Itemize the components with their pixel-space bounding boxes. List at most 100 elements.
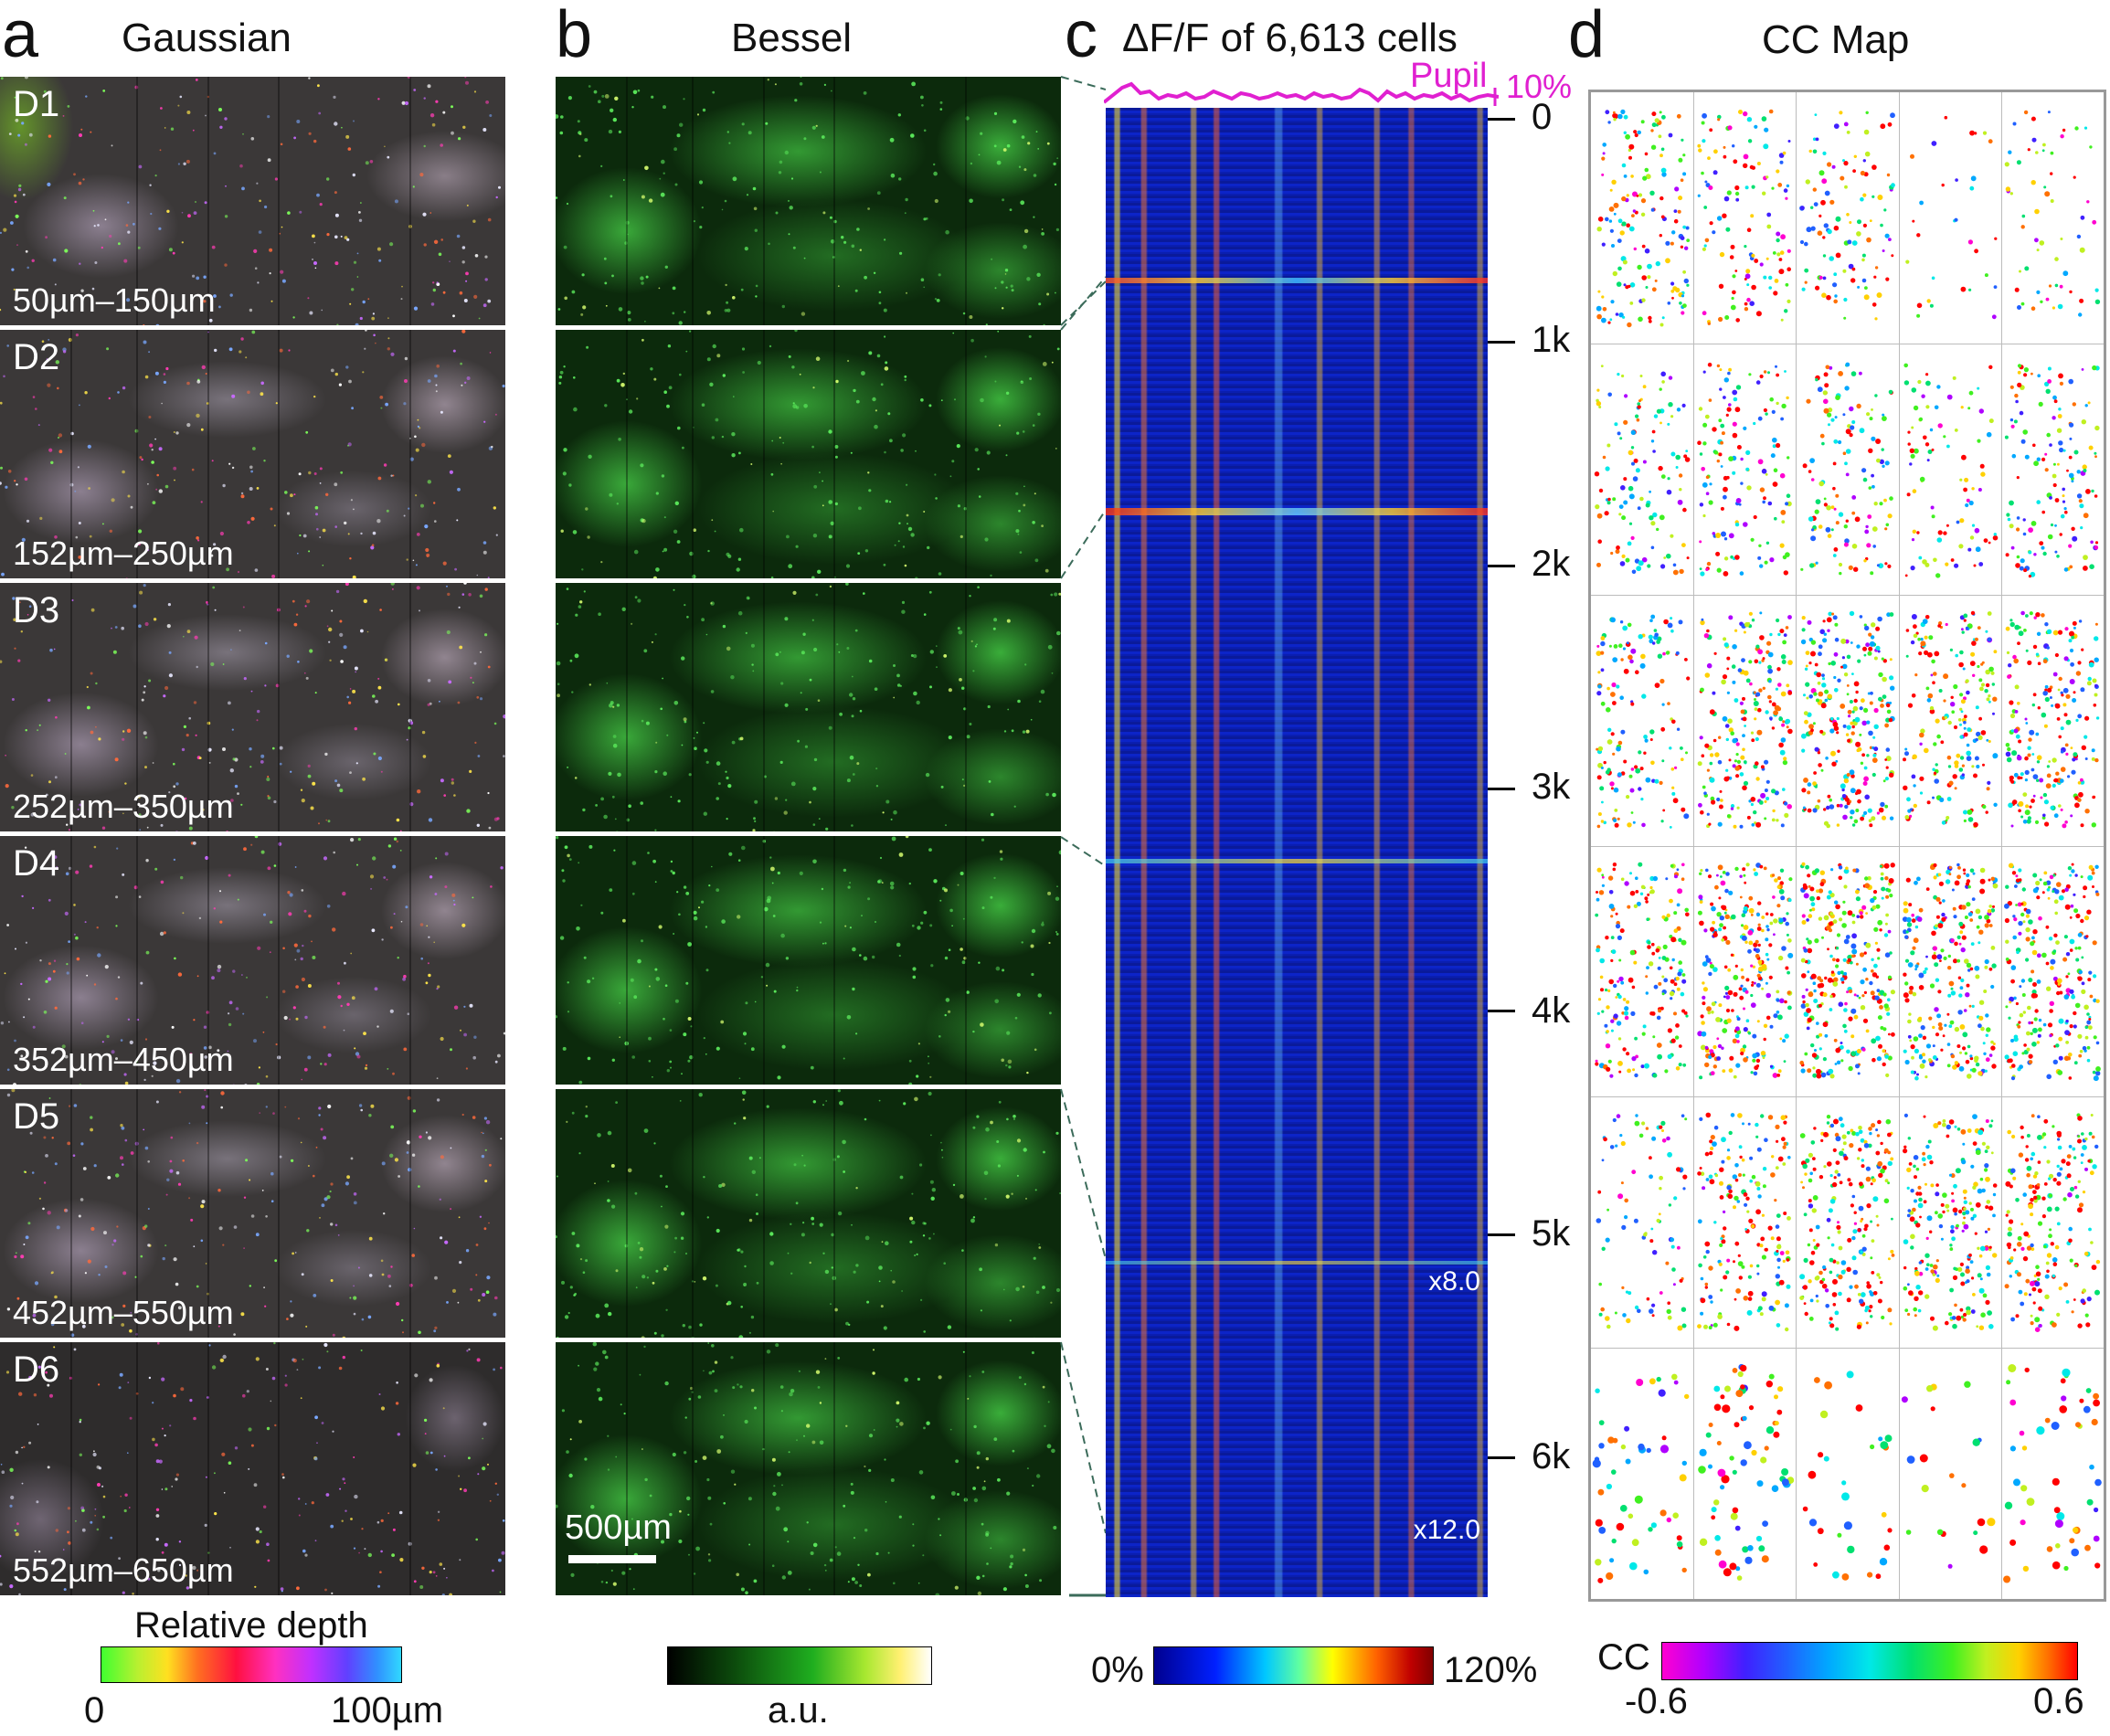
cc-cell-dot bbox=[1864, 1223, 1869, 1229]
cc-cell-dot bbox=[1799, 1133, 1806, 1138]
cc-cell-dot bbox=[1926, 1263, 1930, 1266]
cc-cell-dot bbox=[1641, 275, 1647, 281]
cc-cell-dot bbox=[2041, 613, 2045, 618]
cc-cell-dot bbox=[2085, 935, 2089, 938]
cc-cell-dot bbox=[2095, 716, 2100, 720]
cc-cell-dot bbox=[1746, 117, 1753, 122]
cc-cell-dot bbox=[1708, 500, 1713, 505]
cc-cell-dot bbox=[1713, 1125, 1719, 1130]
cc-cell-dot bbox=[1866, 1284, 1871, 1289]
cc-cell-dot bbox=[2034, 820, 2040, 825]
cc-cell-dot bbox=[1732, 680, 1736, 684]
cc-cell-dot bbox=[1651, 287, 1657, 292]
cc-cell-dot bbox=[1963, 613, 1968, 619]
cc-cell-dot bbox=[1702, 981, 1705, 985]
cc-cell-dot bbox=[1723, 196, 1730, 202]
cc-cell-dot bbox=[1988, 139, 1993, 144]
cc-cell-dot bbox=[2020, 1301, 2025, 1307]
cc-cell-dot bbox=[1857, 1293, 1861, 1297]
cc-cell-dot bbox=[2010, 1076, 2016, 1081]
cc-cell-dot bbox=[1649, 1308, 1654, 1314]
cc-cell-dot bbox=[1678, 960, 1682, 965]
cc-cell-dot bbox=[1910, 1245, 1914, 1250]
cc-cell-dot bbox=[1885, 523, 1890, 527]
cc-cell-dot bbox=[1880, 1441, 1889, 1449]
cc-cell-dot bbox=[1960, 1315, 1965, 1319]
cc-cell-dot bbox=[1649, 1174, 1653, 1180]
cc-cell-dot bbox=[1753, 947, 1757, 952]
cc-cell-dot bbox=[2090, 1114, 2094, 1117]
cc-cell-dot bbox=[1845, 472, 1850, 477]
cc-cell-dot bbox=[1606, 501, 1611, 505]
cc-cell-dot bbox=[2077, 932, 2083, 937]
cc-cell-dot bbox=[1871, 772, 1876, 778]
cc-cell-dot bbox=[2046, 1253, 2052, 1258]
cc-cell-dot bbox=[1841, 1148, 1845, 1151]
cc-cell-dot bbox=[1768, 109, 1774, 114]
cc-cell-dot bbox=[2047, 366, 2052, 371]
cc-cell-dot bbox=[1629, 949, 1636, 956]
cc-cell-dot bbox=[1977, 488, 1982, 492]
cc-cell-dot bbox=[1598, 488, 1604, 493]
cc-cell-dot bbox=[1917, 1185, 1922, 1190]
cc-cell-dot bbox=[1601, 884, 1605, 887]
cc-cell-dot bbox=[2091, 1135, 2095, 1139]
range-label-d6: 552µm–650µm bbox=[13, 1551, 234, 1589]
cc-cell-dot bbox=[1876, 1056, 1882, 1062]
cc-cell-dot bbox=[2041, 712, 2047, 718]
cc-cell-dot bbox=[1847, 709, 1852, 715]
cc-cell-dot bbox=[1937, 624, 1942, 628]
cc-cell-dot bbox=[1931, 954, 1937, 960]
cc-cell-dot bbox=[1958, 767, 1964, 772]
cc-cell-dot bbox=[1830, 418, 1835, 422]
cc-cell-dot bbox=[2028, 1203, 2033, 1210]
cc-cell-dot bbox=[2027, 1005, 2031, 1011]
cc-cell-dot bbox=[1660, 474, 1666, 479]
cc-cell-dot bbox=[1785, 626, 1789, 630]
cc-cell-dot bbox=[1621, 515, 1627, 521]
cc-cell-dot bbox=[1778, 1279, 1785, 1286]
cc-colorbar-min: -0.6 bbox=[1625, 1681, 1688, 1721]
cc-cell-dot bbox=[2060, 767, 2066, 772]
cc-cell-dot bbox=[1876, 1134, 1881, 1138]
cc-cell-dot bbox=[2009, 1445, 2016, 1452]
cc-cell-dot bbox=[2061, 693, 2064, 697]
cc-cell-dot bbox=[2035, 652, 2040, 656]
cc-cell-dot bbox=[1749, 164, 1755, 170]
cc-cell-dot bbox=[1843, 1521, 1852, 1530]
cc-cell-dot bbox=[1605, 936, 1609, 940]
cc-cell-dot bbox=[1920, 640, 1926, 647]
cc-cell-dot bbox=[1862, 781, 1868, 786]
cc-cell-dot bbox=[1931, 448, 1935, 451]
cc-cell-dot bbox=[1721, 1239, 1726, 1244]
cc-cell-dot bbox=[2014, 884, 2018, 888]
cc-cell-dot bbox=[1600, 1307, 1605, 1312]
cc-cell-dot bbox=[1867, 514, 1872, 519]
cc-cell-dot bbox=[1846, 1049, 1850, 1054]
cc-cell-dot bbox=[1871, 1178, 1876, 1183]
cc-cell-dot bbox=[1650, 521, 1656, 526]
cc-cell-dot bbox=[2052, 1262, 2058, 1266]
cc-cell-dot bbox=[1904, 1059, 1910, 1065]
cc-cell-dot bbox=[2057, 1138, 2061, 1141]
cc-cell-dot bbox=[1882, 416, 1887, 421]
cc-cell-dot bbox=[1608, 206, 1615, 212]
cc-cell-dot bbox=[1750, 537, 1755, 542]
cc-cell-dot bbox=[1846, 1130, 1850, 1135]
bessel-tile-1 bbox=[556, 77, 1061, 325]
cc-cell-dot bbox=[1782, 151, 1787, 155]
bessel-tile-6: 500µm bbox=[556, 1342, 1061, 1595]
cc-cell-dot bbox=[1890, 1249, 1894, 1254]
cc-cell-dot bbox=[1705, 958, 1712, 963]
cc-cell-dot bbox=[1836, 1060, 1841, 1065]
cc-cell-dot bbox=[1922, 559, 1927, 565]
cc-cell-dot bbox=[1725, 995, 1731, 1000]
cc-cell-dot bbox=[2048, 760, 2052, 763]
cc-cell-dot bbox=[1620, 1140, 1626, 1147]
cc-cell-dot bbox=[1734, 191, 1740, 196]
cc-cell-dot bbox=[1786, 396, 1789, 400]
cc-cell-dot bbox=[2018, 739, 2022, 744]
cc-cell-dot bbox=[1802, 1285, 1808, 1290]
cc-cell-dot bbox=[1881, 657, 1884, 661]
cc-cell-dot bbox=[1832, 615, 1838, 620]
